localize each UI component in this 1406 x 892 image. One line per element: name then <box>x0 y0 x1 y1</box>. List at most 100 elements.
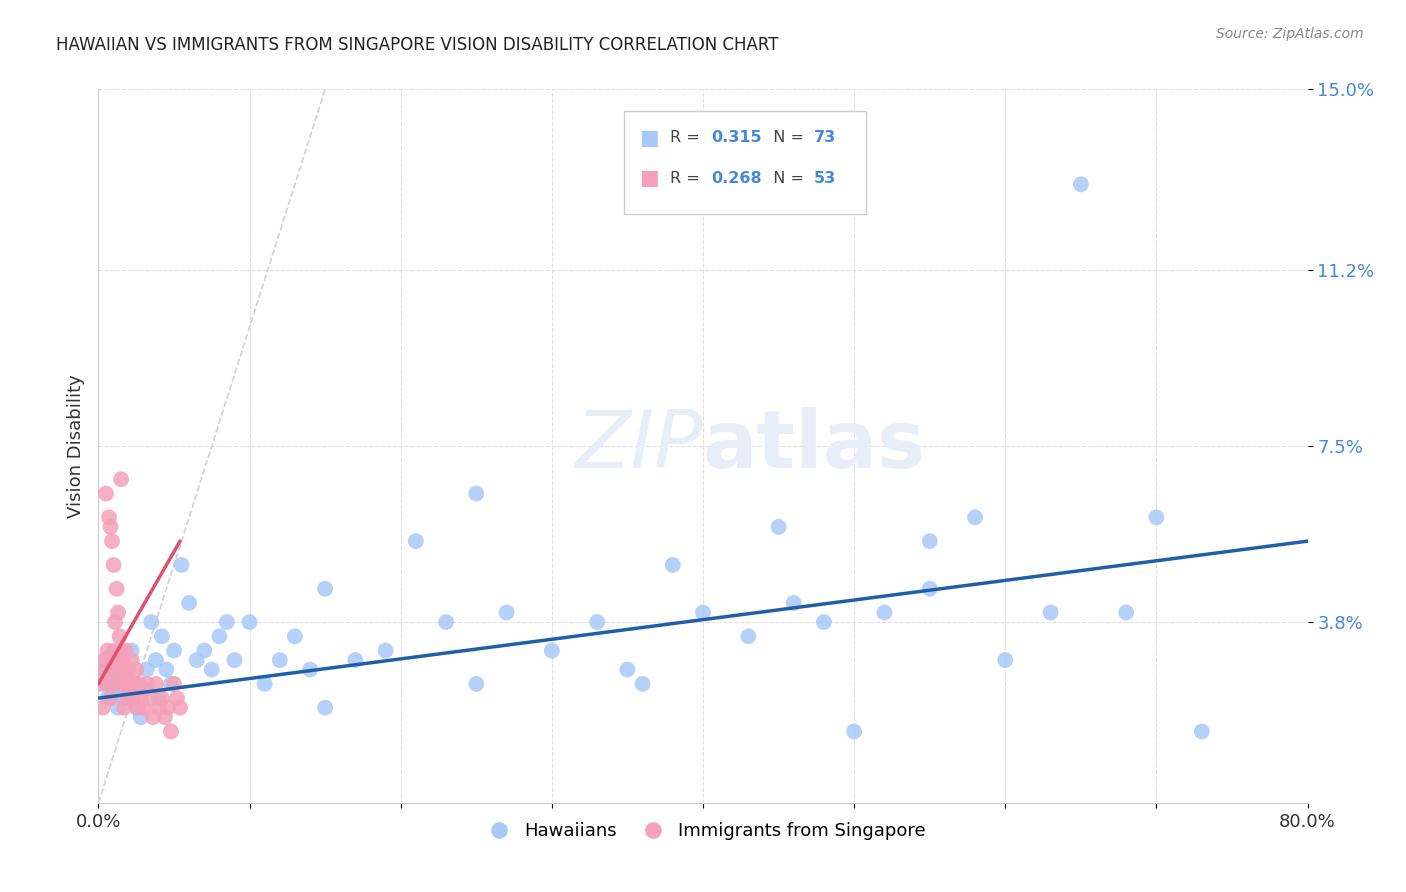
Point <box>1070 178 1092 192</box>
Legend: Hawaiians, Immigrants from Singapore: Hawaiians, Immigrants from Singapore <box>474 815 932 847</box>
Point <box>96 691 118 706</box>
Point <box>96 643 118 657</box>
Point <box>135 663 157 677</box>
Point <box>631 677 654 691</box>
Point <box>139 691 162 706</box>
Point <box>93 663 115 677</box>
Point <box>994 653 1017 667</box>
Point <box>114 663 136 677</box>
Point <box>163 677 186 691</box>
Text: 73: 73 <box>814 130 837 145</box>
Point <box>111 667 134 681</box>
Point <box>101 653 124 667</box>
Point <box>1191 724 1213 739</box>
Point <box>170 558 193 572</box>
Point <box>112 691 135 706</box>
Point <box>918 582 941 596</box>
Point <box>160 677 183 691</box>
Text: 0.315: 0.315 <box>711 130 762 145</box>
Point <box>101 534 124 549</box>
Text: HAWAIIAN VS IMMIGRANTS FROM SINGAPORE VISION DISABILITY CORRELATION CHART: HAWAIIAN VS IMMIGRANTS FROM SINGAPORE VI… <box>56 36 779 54</box>
Point <box>918 534 941 549</box>
Point <box>114 643 136 657</box>
Point <box>129 710 152 724</box>
Point <box>127 700 149 714</box>
Point <box>100 520 122 534</box>
Point <box>299 663 322 677</box>
Point <box>135 677 157 691</box>
Point <box>465 486 488 500</box>
Point <box>105 677 128 691</box>
Point <box>160 724 183 739</box>
Point <box>873 606 896 620</box>
Point <box>105 582 128 596</box>
Point <box>91 663 114 677</box>
Point <box>314 700 336 714</box>
Point <box>150 691 173 706</box>
Point <box>465 677 488 691</box>
Point <box>169 700 191 714</box>
Point <box>110 472 132 486</box>
Point <box>156 700 179 714</box>
Text: ■: ■ <box>638 128 658 148</box>
Point <box>186 653 208 667</box>
Point <box>125 663 148 677</box>
Point <box>783 596 806 610</box>
Point <box>661 558 683 572</box>
Point <box>91 700 114 714</box>
Point <box>1039 606 1062 620</box>
Point <box>965 510 987 524</box>
Point <box>115 681 138 696</box>
Point <box>239 615 262 629</box>
Text: 53: 53 <box>814 171 837 186</box>
Point <box>111 653 134 667</box>
Text: N =: N = <box>763 130 810 145</box>
Point <box>224 653 246 667</box>
Point <box>201 663 224 677</box>
Point <box>118 663 141 677</box>
Point <box>179 596 201 610</box>
Point <box>215 615 238 629</box>
Point <box>110 643 132 657</box>
Point <box>108 629 131 643</box>
Point <box>94 677 117 691</box>
Point <box>104 657 127 672</box>
Point <box>114 677 136 691</box>
Y-axis label: Vision Disability: Vision Disability <box>66 374 84 518</box>
Point <box>495 606 517 620</box>
Point <box>121 643 143 657</box>
Point <box>540 643 562 657</box>
Point <box>616 663 638 677</box>
Point <box>93 653 115 667</box>
Text: R =: R = <box>671 171 706 186</box>
Point <box>98 667 121 681</box>
Point <box>110 653 132 667</box>
Point <box>121 653 143 667</box>
Point <box>100 691 122 706</box>
Point <box>125 700 148 714</box>
Point <box>108 677 131 691</box>
Point <box>208 629 231 643</box>
Text: N =: N = <box>763 171 810 186</box>
Point <box>284 629 307 643</box>
Point <box>145 677 167 691</box>
Point <box>118 672 141 686</box>
Point <box>142 710 165 724</box>
Point <box>737 629 759 643</box>
Point <box>115 691 138 706</box>
Point <box>124 677 146 691</box>
Text: atlas: atlas <box>703 407 927 485</box>
Point <box>90 677 112 691</box>
Point <box>813 615 835 629</box>
Point <box>269 653 291 667</box>
Point <box>105 681 128 696</box>
Point <box>107 606 129 620</box>
FancyBboxPatch shape <box>624 111 866 214</box>
Point <box>94 653 117 667</box>
Point <box>155 663 177 677</box>
Point <box>129 691 152 706</box>
Point <box>132 681 155 696</box>
Point <box>122 691 145 706</box>
Point <box>405 534 427 549</box>
Point <box>148 700 170 714</box>
